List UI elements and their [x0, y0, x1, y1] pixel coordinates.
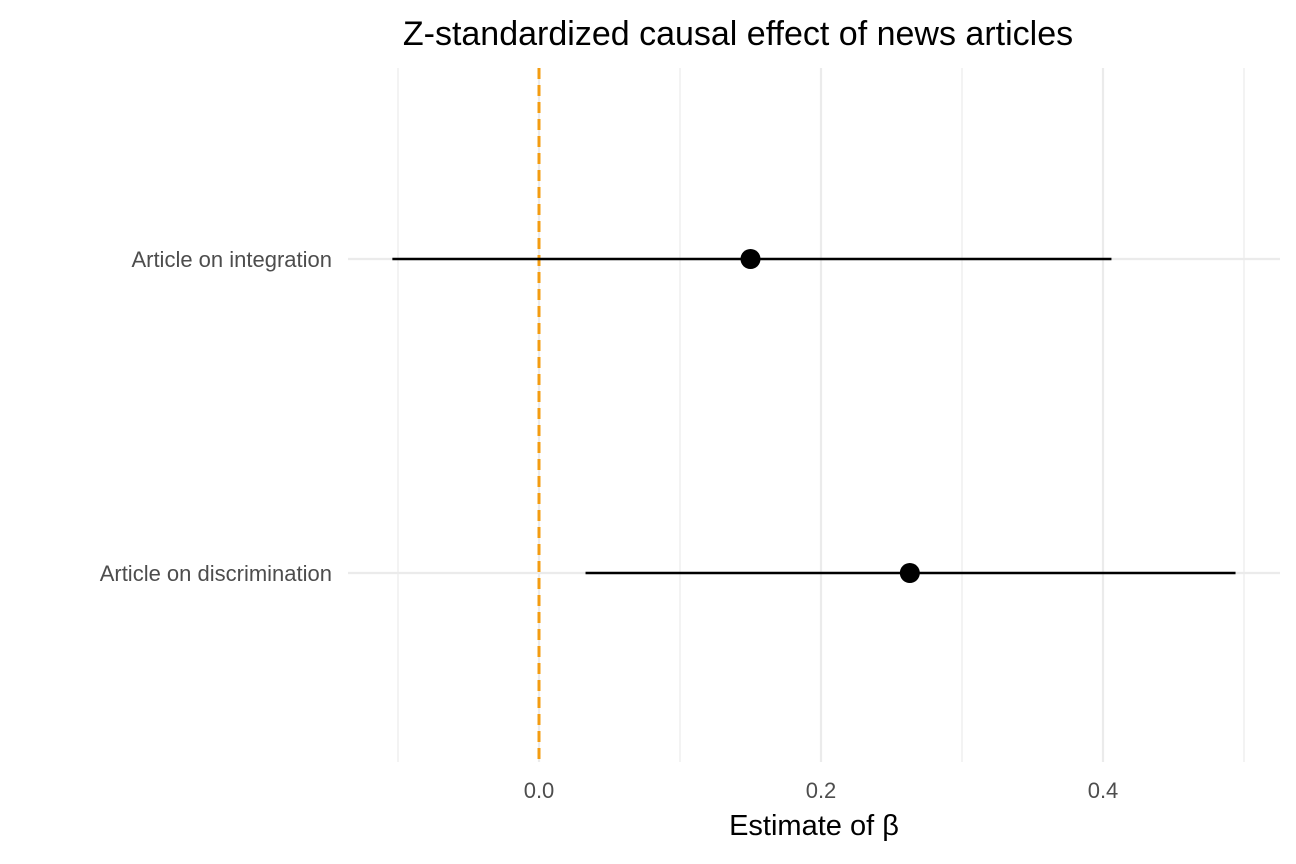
x-tick-label: 0.2: [806, 778, 837, 803]
y-category-label: Article on integration: [131, 247, 332, 272]
point-estimates: [740, 249, 920, 583]
point-estimate: [899, 563, 920, 583]
x-axis-title: Estimate of β: [729, 810, 899, 842]
point-estimate: [740, 249, 761, 269]
confidence-intervals: [392, 257, 1236, 575]
gridlines: [348, 68, 1280, 762]
chart-title: Z-standardized causal effect of news art…: [403, 15, 1073, 53]
y-category-label: Article on discrimination: [100, 561, 332, 586]
x-axis-ticks: 0.0 0.2 0.4: [524, 778, 1119, 803]
y-axis-categories: Article on integration Article on discrim…: [100, 247, 332, 586]
x-tick-label: 0.0: [524, 778, 555, 803]
x-tick-label: 0.4: [1088, 778, 1119, 803]
